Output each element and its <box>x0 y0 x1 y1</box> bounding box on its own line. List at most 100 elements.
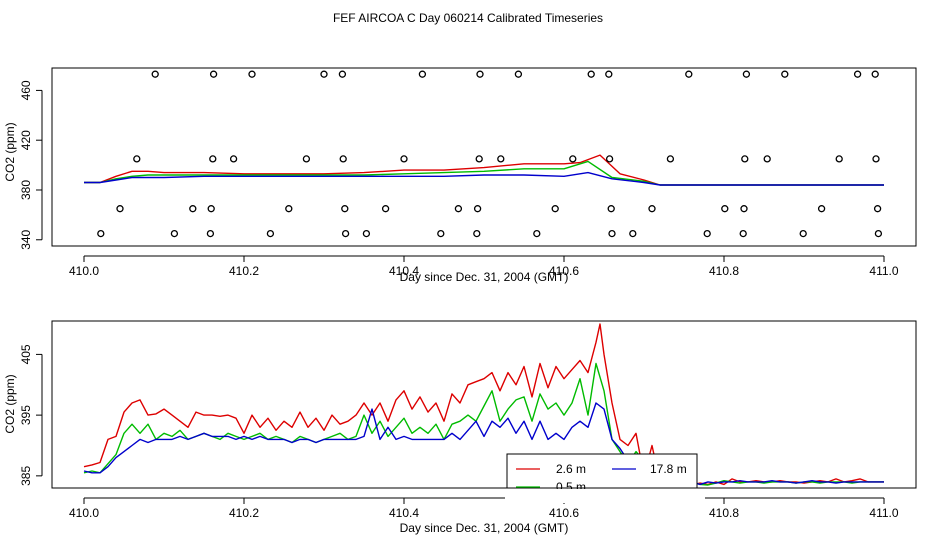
top-y-axis-label: CO2 (ppm) <box>3 122 17 181</box>
x-tick-label: 410.8 <box>709 264 739 278</box>
data-marker <box>605 155 614 163</box>
y-tick-label: 420 <box>19 130 33 150</box>
data-marker <box>189 205 197 213</box>
x-tick-label: 410.6 <box>549 264 579 278</box>
bottom-plot-frame <box>51 320 917 489</box>
y-tick-label: 395 <box>19 405 33 425</box>
data-marker <box>338 70 347 78</box>
data-marker <box>739 229 747 238</box>
data-marker <box>835 155 843 163</box>
data-marker <box>475 155 483 163</box>
x-tick-label: 410.0 <box>69 264 99 278</box>
data-marker <box>703 229 711 238</box>
data-marker <box>229 155 238 163</box>
bottom-x-axis-label: Day since Dec. 31, 2004 (GMT) <box>400 521 569 535</box>
legend-label-17-8m: 17.8 m <box>650 462 687 476</box>
x-tick-label: 410.0 <box>69 506 99 520</box>
y-tick-label: 340 <box>19 229 33 249</box>
data-marker <box>437 229 445 238</box>
top-x-axis-label: Day since Dec. 31, 2004 (GMT) <box>400 270 569 284</box>
top-panel: 410.0 410.2 410.4 410.6 410.8 411.0 340 380 420… <box>3 67 917 284</box>
x-tick-label: 410.6 <box>549 506 579 520</box>
bottom-y-axis: 385 395 405 <box>19 344 43 486</box>
top-x-axis: 410.0 410.2 410.4 410.6 410.8 411.0 <box>69 255 899 278</box>
data-marker <box>871 70 879 78</box>
data-marker <box>320 70 328 78</box>
data-marker <box>207 205 215 213</box>
data-marker <box>533 229 541 238</box>
data-marker <box>116 205 124 213</box>
top-markers <box>97 70 883 238</box>
data-marker <box>799 229 807 238</box>
data-marker <box>341 205 349 213</box>
legend-clip-mask <box>505 489 705 503</box>
y-tick-label: 380 <box>19 180 33 200</box>
data-marker <box>874 229 883 238</box>
data-marker <box>209 70 218 78</box>
x-tick-label: 410.4 <box>389 506 419 520</box>
data-marker <box>362 229 371 238</box>
data-marker <box>721 205 729 213</box>
series-line-2-6-m <box>84 154 884 186</box>
data-marker <box>666 155 675 163</box>
data-marker <box>302 155 311 163</box>
data-marker <box>817 205 826 213</box>
legend-box <box>506 453 698 489</box>
data-marker <box>400 155 408 163</box>
data-marker <box>473 229 481 238</box>
x-tick-label: 410.2 <box>229 506 259 520</box>
data-marker <box>285 205 293 213</box>
series-line-0-5-m <box>84 160 884 186</box>
data-marker <box>629 229 637 238</box>
data-marker <box>473 205 482 213</box>
data-marker <box>151 70 159 78</box>
data-marker <box>514 70 523 78</box>
top-series-lines <box>84 154 884 186</box>
data-marker <box>853 70 862 78</box>
legend-label-2-6m: 2.6 m <box>556 462 586 476</box>
y-tick-label: 385 <box>19 466 33 486</box>
x-tick-label: 410.8 <box>709 506 739 520</box>
data-marker <box>381 205 390 213</box>
y-tick-label: 405 <box>19 344 33 364</box>
bottom-x-axis: 410.0 410.2 410.4 410.6 410.8 411.0 <box>69 497 899 520</box>
series-line-17-8-m <box>83 402 884 486</box>
top-y-axis: 340 380 420 460 <box>19 80 43 250</box>
x-tick-label: 410.2 <box>229 264 259 278</box>
data-marker <box>97 229 105 238</box>
x-tick-label: 411.0 <box>869 506 898 520</box>
data-marker <box>607 205 615 213</box>
data-marker <box>685 70 693 78</box>
data-marker <box>873 205 882 213</box>
data-marker <box>551 205 559 213</box>
data-marker <box>742 70 751 78</box>
data-marker <box>209 155 217 163</box>
data-marker <box>648 205 656 213</box>
data-marker <box>608 229 616 238</box>
data-marker <box>248 70 256 78</box>
data-marker <box>206 229 215 238</box>
data-marker <box>454 205 463 213</box>
data-marker <box>587 70 595 78</box>
top-plot-frame <box>51 67 917 247</box>
data-marker <box>497 155 505 163</box>
data-marker <box>781 70 789 78</box>
bottom-panel: 410.0 410.2 410.4 410.6 410.8 411.0 385 395 405… <box>3 320 917 535</box>
bottom-y-axis-label: CO2 (ppm) <box>3 374 17 433</box>
x-tick-label: 410.4 <box>389 264 419 278</box>
data-marker <box>476 70 484 78</box>
legend: 2.6 m 17.8 m 0.5 m <box>505 453 705 503</box>
series-line-17-8-m <box>84 171 884 186</box>
series-line-0-5-m <box>83 362 884 486</box>
data-marker <box>170 229 179 238</box>
data-marker <box>339 155 347 163</box>
data-marker <box>133 155 141 163</box>
data-marker <box>741 155 749 163</box>
data-marker <box>266 229 275 238</box>
data-marker <box>605 70 613 78</box>
data-marker <box>740 205 748 213</box>
data-marker <box>763 155 771 163</box>
data-marker <box>418 70 427 78</box>
chart-title: FEF AIRCOA C Day 060214 Calibrated Times… <box>333 11 603 25</box>
